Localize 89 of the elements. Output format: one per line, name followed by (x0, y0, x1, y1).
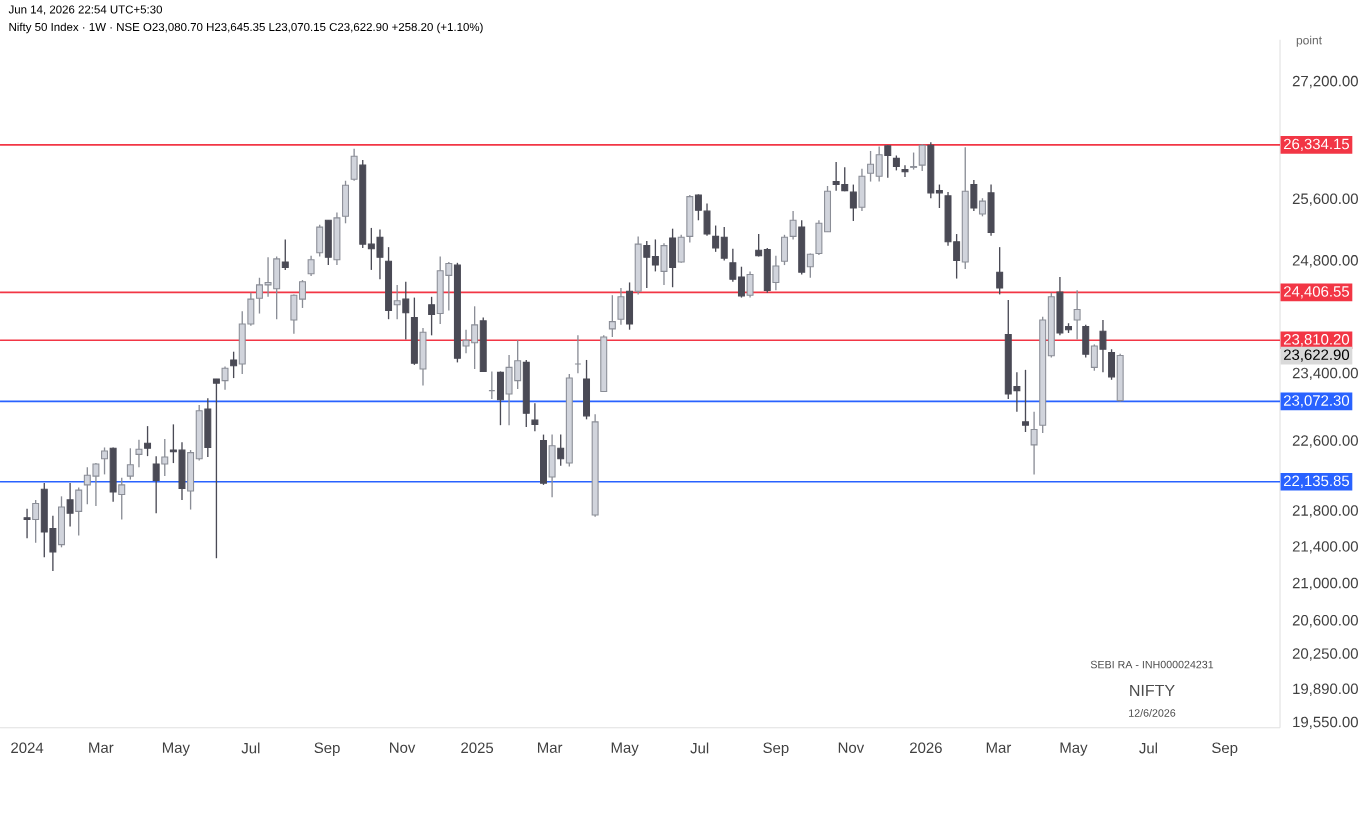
candlestick (505, 354, 513, 426)
candlestick (109, 446, 117, 503)
candlestick (901, 164, 909, 178)
candlestick (118, 476, 126, 520)
candlestick (669, 227, 677, 288)
candlestick (626, 281, 634, 331)
candlestick (66, 482, 74, 527)
candlestick (918, 143, 926, 172)
candlestick (686, 194, 694, 243)
candlestick (23, 507, 31, 539)
candlestick (634, 235, 642, 295)
candlestick (376, 228, 384, 280)
candlestick (1090, 343, 1098, 372)
candlestick (58, 495, 65, 548)
candlestick (410, 296, 418, 366)
candlestick (1056, 275, 1064, 336)
candlestick (230, 350, 238, 379)
candlestick (1108, 348, 1116, 381)
candlestick (651, 238, 659, 272)
candlestick (462, 328, 470, 354)
candlestick (92, 462, 100, 507)
candlestick (1116, 352, 1124, 402)
candlestick (617, 287, 625, 326)
candlestick (1073, 289, 1081, 340)
candlestick (970, 179, 978, 212)
candlestick (720, 226, 728, 261)
candlestick (75, 486, 83, 536)
candlestick (264, 256, 272, 298)
annotation: NIFTY (1130, 684, 1175, 696)
candlestick (221, 365, 229, 391)
candlestick (126, 447, 134, 480)
candlestick (496, 370, 504, 426)
candlestick (178, 441, 186, 501)
candlestick (281, 238, 289, 271)
candlestick (832, 161, 840, 191)
candlestick (402, 280, 410, 340)
candlestick (660, 242, 668, 286)
candlestick (884, 144, 892, 179)
candlestick (583, 358, 591, 420)
candlestick (419, 327, 427, 386)
candlestick (978, 197, 986, 217)
candlestick (40, 482, 48, 558)
candlestick (712, 224, 720, 253)
candlestick (548, 433, 556, 498)
candlestick (703, 202, 711, 236)
candlestick (763, 246, 771, 294)
candlestick (875, 145, 883, 182)
candlestick (152, 455, 160, 514)
candlestick (557, 433, 565, 467)
candlestick (1022, 368, 1029, 433)
candlestick (307, 254, 315, 277)
candlestick (324, 219, 332, 266)
candlestick (789, 210, 797, 240)
candlestick (643, 240, 651, 289)
candlestick (849, 183, 857, 222)
candlestick (781, 233, 788, 266)
candlestick (927, 141, 935, 199)
candlestick (342, 179, 350, 224)
candlestick (574, 334, 582, 374)
candlestick (316, 223, 324, 257)
candlestick (135, 438, 143, 468)
candlestick (212, 377, 220, 559)
candlestick (350, 147, 358, 182)
candlestick (428, 295, 436, 336)
candlestick (858, 167, 866, 212)
candlestick (1082, 323, 1090, 358)
candlestick (987, 183, 995, 236)
candlestick (1030, 410, 1038, 475)
candlestick (806, 252, 814, 279)
candlestick (161, 437, 169, 477)
candlestick (867, 149, 875, 182)
candlestick (333, 211, 341, 266)
candlestick (393, 283, 401, 320)
candlestick (1099, 319, 1107, 373)
candlestick (101, 446, 109, 475)
candlestick (445, 261, 453, 311)
candlestick (996, 246, 1004, 295)
candlestick (746, 270, 754, 298)
candlestick (798, 219, 806, 275)
candlestick (436, 255, 444, 325)
candlestick (677, 233, 685, 264)
candlestick (531, 402, 539, 432)
candlestick (540, 433, 547, 486)
candlestick (32, 498, 40, 544)
candlestick (204, 397, 212, 458)
candlestick (608, 294, 616, 338)
candlestick (144, 425, 152, 457)
candlestick (772, 254, 780, 291)
candlestick (737, 265, 745, 298)
